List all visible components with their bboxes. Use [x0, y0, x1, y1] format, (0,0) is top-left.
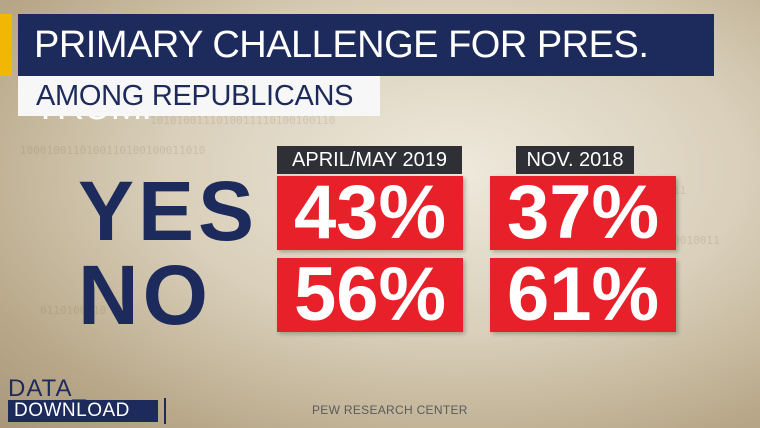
title-accent-bar — [0, 14, 12, 76]
cell-no-nov-2018: 61% — [490, 257, 676, 333]
column-header-april-may-2019: APRIL/MAY 2019 — [277, 146, 462, 174]
cell-yes-nov-2018: 37% — [490, 175, 676, 251]
cell-yes-april-may-2019: 43% — [277, 175, 463, 251]
page-subtitle: AMONG REPUBLICANS — [18, 76, 380, 116]
row-label-no: NO — [78, 248, 212, 342]
brand-logo-download: DOWNLOAD — [8, 400, 158, 422]
brand-separator — [164, 398, 166, 424]
page-title: PRIMARY CHALLENGE FOR PRES. TRUMP — [18, 14, 714, 128]
row-label-yes: YES — [78, 164, 259, 258]
brand-logo-data: DATA_ — [8, 375, 87, 402]
cell-no-april-may-2019: 56% — [277, 257, 463, 333]
column-header-nov-2018: NOV. 2018 — [516, 146, 634, 174]
source-credit: PEW RESEARCH CENTER — [312, 403, 468, 417]
